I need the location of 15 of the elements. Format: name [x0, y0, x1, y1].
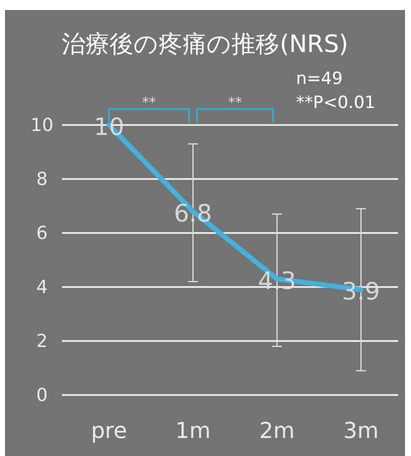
x-tick-label: 3m [343, 419, 379, 444]
x-tick-label: 2m [259, 419, 295, 444]
text: **P<0.01 [296, 93, 376, 113]
chart-title: 治療後の疼痛の推移(NRS) [62, 30, 348, 58]
y-tick-label: 8 [36, 169, 48, 190]
text: ** [142, 95, 156, 111]
y-tick-label: 0 [36, 385, 48, 406]
y-tick-label: 2 [36, 331, 48, 352]
y-tick-label: 4 [36, 277, 48, 298]
text: n=49 [296, 69, 343, 89]
x-tick-label: 1m [175, 419, 211, 444]
x-tick-label: pre [90, 419, 128, 444]
y-tick-label: 10 [30, 115, 54, 136]
text: ** [228, 95, 242, 111]
y-tick-label: 6 [36, 223, 48, 244]
